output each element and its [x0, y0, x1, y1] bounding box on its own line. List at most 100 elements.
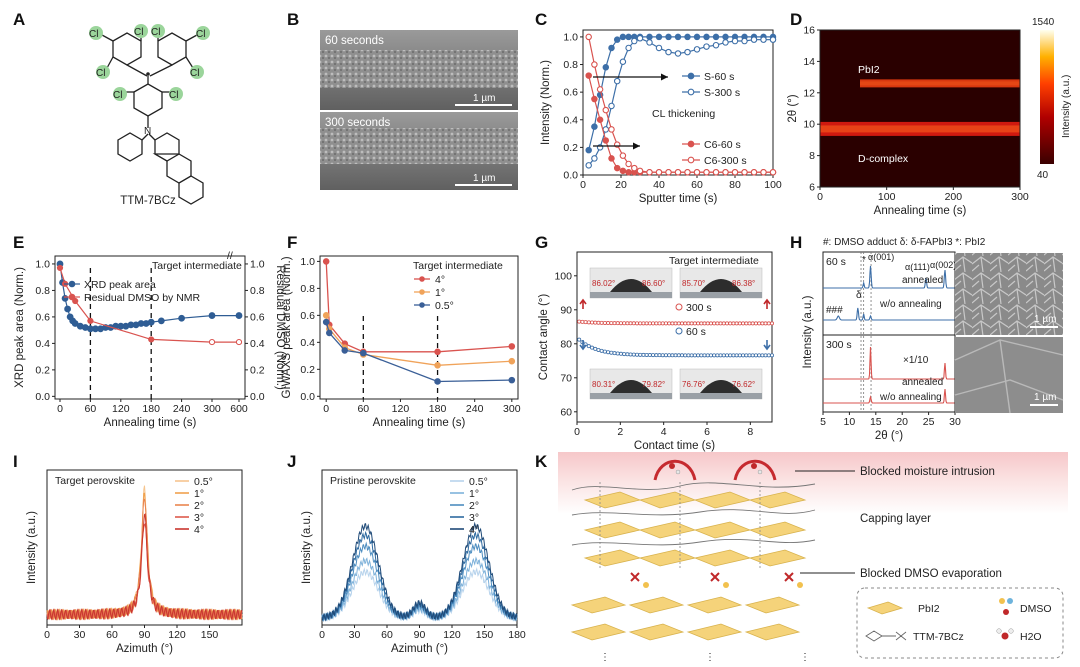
y-tick-label: 60: [560, 406, 572, 418]
data-point: [757, 353, 762, 358]
legend-marker: [419, 276, 425, 282]
panel-h: H #: DMSO adduct δ: δ-FAPbI3 *: PbI2 5 10…: [790, 233, 1064, 442]
plot-frame: [319, 255, 519, 400]
x-tick-label: 120: [168, 629, 186, 641]
legend-marker: [675, 327, 683, 335]
azimuth-trace: [46, 498, 243, 621]
y-tick-label: 0.0: [35, 391, 50, 403]
legend-marker: [687, 88, 695, 96]
ellipsis-dots: ⋮: [600, 652, 610, 663]
data-point: [625, 160, 632, 168]
y-tick-label: 80: [560, 338, 572, 350]
chart-g: 0 2 4 6 8 60 70 80 90 100 Contact time (s) Contact …: [538, 251, 775, 452]
data-point: [599, 348, 604, 353]
data-point: [667, 353, 672, 358]
contact-angle-right: 76.62°: [732, 380, 755, 389]
data-point: [235, 338, 243, 346]
data-point: [580, 319, 585, 324]
sem-image-60s: [955, 253, 1063, 335]
data-point: [322, 318, 330, 326]
data-point: [56, 264, 64, 272]
x-tick-label: 0: [323, 403, 329, 415]
molecule-structure: [101, 32, 204, 205]
y-axis-label: Intensity (a.u.): [26, 511, 38, 584]
data-point: [508, 357, 516, 365]
x-tick-label: 30: [74, 629, 86, 641]
data-point: [208, 312, 216, 319]
data-point: [744, 353, 749, 358]
scalebar-label: 1 µm: [1034, 314, 1056, 325]
y-tick-label: 6: [809, 182, 815, 194]
azimuth-trace: [321, 567, 518, 622]
data-point: [741, 168, 748, 176]
data-point: [722, 168, 729, 176]
cl-highlight: [196, 26, 210, 40]
data-point: [651, 321, 656, 326]
data-point: [692, 353, 697, 358]
blocked-dmso-marks: [630, 572, 803, 588]
data-point: [434, 348, 441, 356]
x-tick-label: 10: [844, 416, 856, 428]
legend-label: 4°: [435, 274, 445, 286]
data-point: [708, 353, 713, 358]
data-point: [641, 321, 646, 326]
h2o-molecule: [757, 469, 763, 475]
data-point: [655, 168, 663, 176]
legend-label: C6-60 s: [704, 139, 741, 151]
data-point: [660, 353, 665, 358]
data-point: [689, 353, 694, 358]
data-point: [644, 352, 649, 357]
data-point: [625, 352, 630, 357]
data-point: [676, 321, 681, 326]
chart-c: 0 20 40 60 80 100 0.0 0.2 0.4 0.6 0.8 1.0 Sputter ti…: [540, 29, 782, 205]
data-point: [770, 321, 775, 326]
data-point: [599, 320, 604, 325]
contact-angle-right: 86.38°: [732, 279, 755, 288]
data-point: [602, 106, 610, 114]
data-point: [71, 320, 79, 327]
colorbar: [1040, 30, 1054, 164]
h2o-icon: [1001, 632, 1009, 640]
data-point: [741, 321, 746, 326]
data-point: [712, 321, 717, 326]
data-point: [702, 321, 707, 326]
bond: [106, 56, 114, 69]
legend-label: 2°: [194, 500, 204, 512]
data-point: [625, 33, 632, 41]
bond: [148, 133, 156, 141]
x-tick-label: 240: [173, 403, 191, 415]
atom-cl: Cl: [134, 27, 143, 38]
cross-icon: [710, 572, 720, 582]
heatmap-band-core: [860, 81, 1020, 86]
y-tick-label: 1.0: [300, 256, 315, 268]
data-point: [602, 126, 610, 133]
data-point: [712, 41, 720, 49]
data-point: [618, 351, 623, 356]
down-arrow-icon: [763, 340, 771, 351]
y-axis-label: 2θ (°): [787, 94, 799, 122]
chart-header: Target perovskite: [55, 475, 135, 487]
sem-caption-300: 300 seconds: [325, 117, 390, 129]
azimuth-trace: [46, 492, 243, 621]
data-point: [508, 376, 516, 384]
x-tick-label: 60: [357, 403, 369, 415]
data-point: [586, 320, 591, 325]
cl-highlight: [134, 24, 148, 38]
x-tick-label: 150: [201, 629, 219, 641]
x-axis-label: Azimuth (°): [391, 643, 448, 655]
chart-j: 0 30 60 90 120 150 180 Azimuth (°) Intensity (a.…: [301, 469, 526, 655]
y-tick-label: 0.2: [35, 364, 50, 376]
dmso-molecule: [723, 582, 729, 588]
peak-label: α(111): [905, 262, 930, 272]
y-axis-label: GIWAXS peak area (Norm.): [281, 256, 293, 398]
cl-highlight: [96, 65, 110, 79]
data-point: [608, 155, 615, 162]
data-point: [322, 312, 330, 319]
panel-d: D 0 100 200 300 6 8 10 12 14 16 Annealing time (s)…: [787, 10, 1072, 217]
y-tick-label: 0.8: [300, 283, 315, 295]
x-tick-label: 30: [949, 416, 961, 428]
x-axis-label: Annealing time (s): [373, 417, 466, 429]
y-axis-label: XRD peak area (Norm.): [14, 267, 26, 388]
data-point: [625, 44, 632, 52]
plot-frame: [576, 251, 773, 423]
